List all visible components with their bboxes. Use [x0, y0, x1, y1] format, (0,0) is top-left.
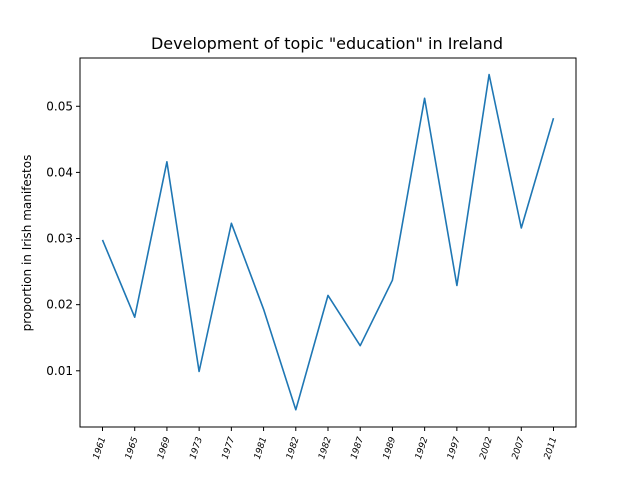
y-tick-label: 0.02 — [46, 298, 73, 312]
x-tick-label: 1987 — [349, 436, 366, 461]
x-tick-label: 1969 — [156, 436, 173, 461]
x-tick-label: 1989 — [382, 436, 399, 461]
x-tick-label: 1961 — [92, 436, 109, 461]
x-tick-label: 1965 — [124, 436, 141, 461]
x-tick-label: 1992 — [414, 436, 431, 461]
x-tick-label: 2007 — [511, 436, 528, 461]
y-tick-label: 0.01 — [46, 364, 73, 378]
x-tick-label: 2011 — [543, 436, 560, 461]
y-tick-label: 0.04 — [46, 165, 73, 179]
x-tick-label: 1977 — [221, 436, 238, 461]
plot-area: 0.01 0.02 0.03 0.04 0.05 1961 1965 1969 1973 1977… — [46, 73, 560, 461]
y-tick-label: 0.03 — [46, 232, 73, 246]
x-tick-label: 2002 — [478, 436, 495, 461]
x-tick-label: 1973 — [188, 436, 205, 461]
axes-frame — [79, 57, 577, 428]
y-axis-label: proportion in Irish manifestos — [20, 155, 34, 332]
chart-title: Development of topic "education" in Irel… — [151, 34, 503, 53]
x-tick-label: 1997 — [446, 436, 463, 461]
x-tick-label: 1981 — [253, 436, 270, 461]
x-tick-label: 1982 — [317, 436, 334, 461]
series-line — [101, 73, 555, 411]
y-tick-label: 0.05 — [46, 99, 73, 113]
x-tick-label: 1982 — [285, 436, 302, 461]
